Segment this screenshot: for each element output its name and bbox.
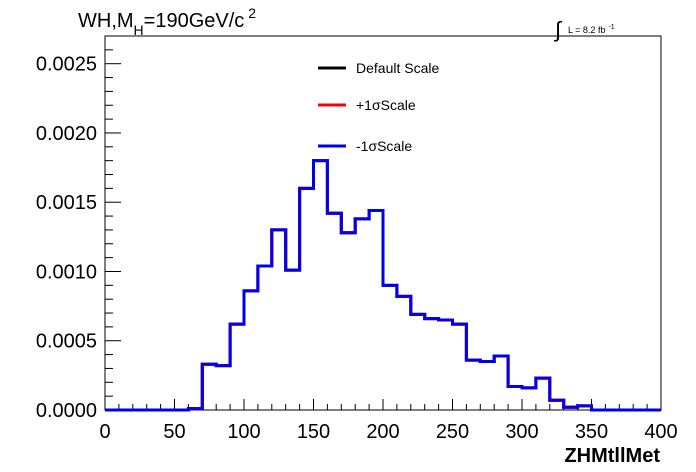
chart-title: WH,MH=190GeV/c 2 [78,5,256,38]
x-axis-label: ZHMtllMet [564,445,660,467]
x-tick-label: 100 [227,421,260,443]
legend-label: +1σScale [356,97,416,113]
legend: Default Scale +1σScale -1σScale [318,60,439,154]
y-tick-label: 0.0005 [36,331,97,353]
x-tick-label: 200 [366,421,399,443]
legend-label: Default Scale [356,60,439,76]
x-tick-label: 350 [575,421,608,443]
lumi-superscript: -1 [608,24,614,31]
y-tick-label: 0.0020 [36,123,97,145]
series-line-2 [105,159,661,412]
y-axis: 0.0000 0.0005 0.0010 0.0015 0.0020 0.0025 [36,35,121,422]
lumi-integral: ∫ [553,17,563,42]
title-main: WH,M [78,10,134,32]
title-subscript: H [134,22,144,38]
title-rest: =190GeV/c [144,10,245,32]
y-tick-label: 0.0025 [36,54,97,76]
x-tick-label: 50 [163,421,185,443]
y-tick-label: 0.0010 [36,261,97,283]
title-superscript: 2 [248,5,256,21]
lumi-text: L = 8.2 fb [568,25,605,35]
x-tick-label: 400 [644,421,677,443]
x-tick-label: 300 [505,421,538,443]
x-axis: 0 50 100 150 200 250 300 350 400 [99,399,678,443]
x-tick-label: 0 [99,421,110,443]
x-tick-label: 150 [297,421,330,443]
series-group [105,159,661,412]
x-tick-label: 250 [436,421,469,443]
y-tick-label: 0.0000 [36,400,97,422]
legend-label: -1σScale [356,138,412,154]
y-tick-label: 0.0015 [36,192,97,214]
lumi-label: L = 8.2 fb -1 [568,24,615,35]
